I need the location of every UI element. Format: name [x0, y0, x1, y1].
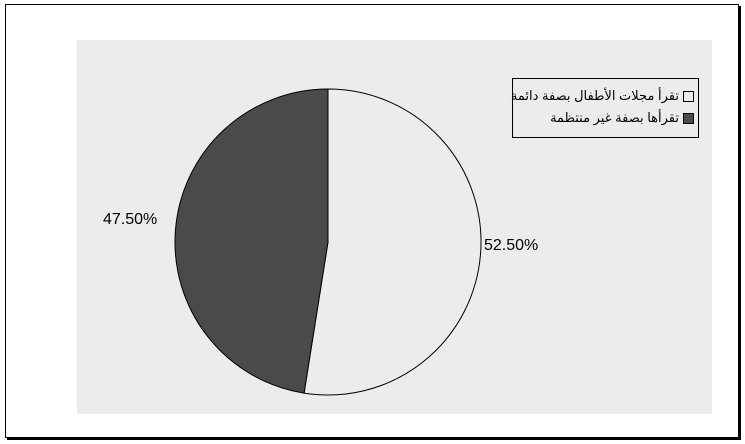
- legend-item-irregular: تقرأها بصفة غير منتظمة: [517, 107, 694, 129]
- chart-legend: تقرأ مجلات الأطفال بصفة دائمة تقرأها بصف…: [511, 78, 699, 138]
- legend-swatch-irregular: [683, 112, 694, 124]
- legend-label-irregular: تقرأها بصفة غير منتظمة: [550, 110, 679, 125]
- pie-chart: [174, 88, 482, 396]
- plot-area: 52.50% 47.50% تقرأ مجلات الأطفال بصفة دا…: [77, 40, 712, 414]
- data-label-always: 52.50%: [484, 237, 539, 254]
- data-label-irregular: 47.50%: [103, 211, 158, 228]
- pie-slice-always: [303, 88, 482, 396]
- legend-label-always: تقرأ مجلات الأطفال بصفة دائمة: [510, 88, 679, 103]
- legend-item-always: تقرأ مجلات الأطفال بصفة دائمة: [511, 85, 694, 107]
- chart-frame: 52.50% 47.50% تقرأ مجلات الأطفال بصفة دا…: [5, 4, 739, 438]
- legend-swatch-always: [683, 90, 694, 102]
- pie-slice-irregular: [174, 88, 329, 394]
